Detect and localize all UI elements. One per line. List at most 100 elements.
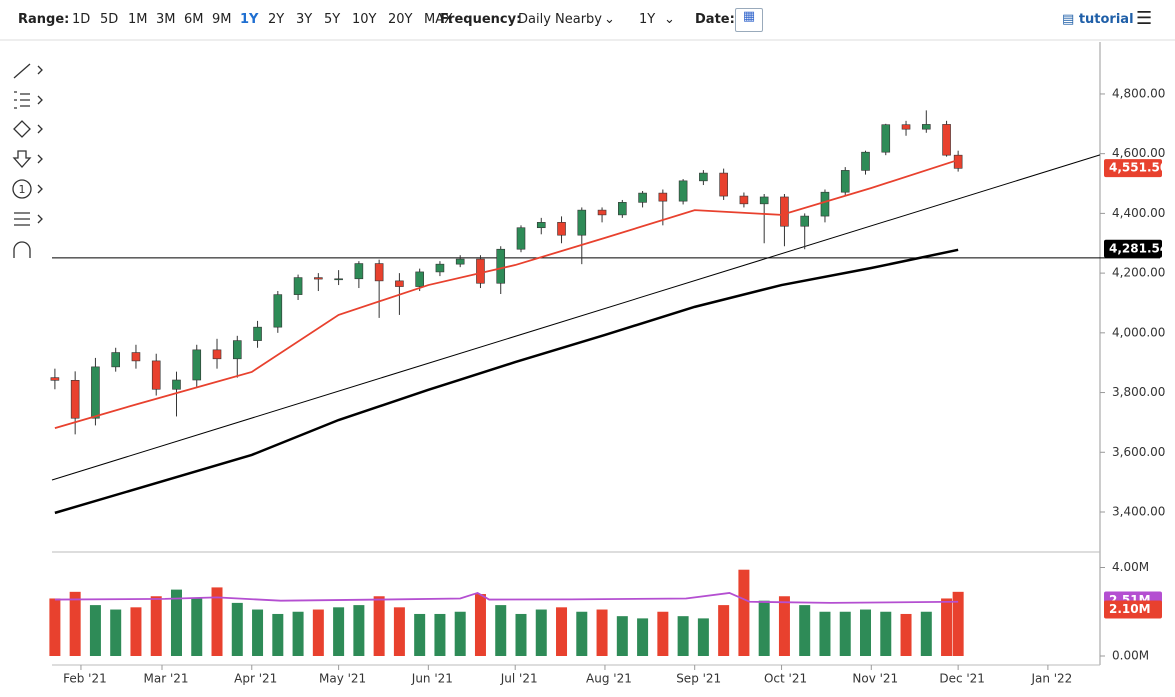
tool-arrow[interactable] — [12, 150, 43, 168]
candle-body — [921, 124, 931, 130]
tool-levels[interactable] — [14, 212, 43, 226]
x-tick-label: Feb '21 — [63, 672, 107, 686]
candle-body — [334, 278, 343, 281]
drawing-tools — [12, 63, 43, 258]
price-tag-label: 4,281.54 — [1109, 241, 1168, 255]
volume-bar — [252, 609, 264, 656]
tool-fib[interactable] — [14, 91, 43, 109]
tool-note-icon: 1 — [19, 183, 26, 196]
dropdown-caret[interactable]: ⌄ — [604, 12, 615, 27]
volume-bar — [110, 609, 122, 656]
candle-body — [354, 263, 364, 280]
range-option[interactable]: 20Y — [388, 12, 413, 27]
volume-bar — [69, 591, 81, 656]
volume-bar — [657, 611, 669, 656]
candle-body — [293, 277, 303, 295]
tutorial-link[interactable]: ▤ tutorial — [1062, 12, 1134, 27]
x-tick-label: Nov '21 — [852, 672, 898, 686]
range-option[interactable]: 6M — [184, 12, 204, 27]
candle-body — [942, 124, 951, 156]
volume-bar — [880, 611, 892, 656]
range-option[interactable]: 3Y — [296, 12, 313, 27]
volume-bar — [616, 616, 628, 656]
volume-bar — [272, 613, 284, 656]
range-option[interactable]: 10Y — [352, 12, 377, 27]
tool-magnet[interactable] — [13, 241, 31, 258]
candle-body — [861, 151, 870, 171]
volume-bar — [231, 602, 243, 656]
candle-body — [91, 366, 100, 419]
volume-bar — [150, 596, 162, 656]
price-tag — [1104, 600, 1162, 619]
menu-button[interactable]: ☰ — [1136, 8, 1153, 29]
range-option[interactable]: 1Y — [240, 12, 259, 27]
period[interactable]: 1Y — [639, 12, 656, 27]
candle-body — [455, 258, 465, 265]
y-tick-label: 3,800.00 — [1112, 385, 1165, 399]
volume-bar — [900, 613, 912, 656]
volume-bar — [718, 605, 730, 656]
volume-bar — [556, 607, 568, 656]
range-option[interactable]: MAX — [424, 12, 454, 27]
dropdown-caret[interactable]: ⌄ — [664, 12, 675, 27]
volume-bar — [474, 594, 486, 656]
candle-body — [151, 360, 161, 390]
volume-bar — [434, 613, 446, 656]
candle-body — [212, 349, 222, 360]
candle-body — [476, 258, 485, 284]
frequency-label: Frequency: — [440, 12, 522, 27]
volume-bar — [941, 598, 953, 656]
range-option[interactable]: 1M — [128, 12, 148, 27]
price-tag-label: 2.10M — [1109, 602, 1151, 616]
x-tick-label: Jun '21 — [411, 672, 453, 686]
candle-body — [395, 280, 404, 287]
x-tick-label: May '21 — [319, 672, 366, 686]
y-tick-label: 4,600.00 — [1112, 146, 1165, 160]
y-tick-label: 4.00M — [1112, 560, 1149, 574]
candle-body — [70, 380, 80, 419]
candle-body — [557, 222, 566, 236]
x-tick-label: Aug '21 — [586, 672, 632, 686]
candle-body — [678, 180, 688, 202]
x-tick-label: Oct '21 — [764, 672, 807, 686]
y-tick-label: 4,200.00 — [1112, 266, 1165, 280]
tool-shape[interactable] — [13, 120, 43, 138]
volume-bar — [49, 598, 61, 656]
range-option[interactable]: 1D — [72, 12, 91, 27]
candle-body — [881, 124, 891, 153]
candle-body — [314, 277, 323, 280]
volume-bar — [952, 591, 964, 656]
volume-bar — [839, 611, 851, 656]
candle-body — [536, 222, 546, 229]
y-tick-label: 3,400.00 — [1112, 504, 1165, 518]
volume-bar — [312, 609, 324, 656]
volume-bar — [495, 605, 507, 656]
volume-bar — [89, 605, 101, 656]
volume-bar — [535, 609, 547, 656]
moving-average — [54, 159, 959, 429]
range-option[interactable]: 3M — [156, 12, 176, 27]
range-option[interactable]: 5Y — [324, 12, 341, 27]
candle-body — [435, 263, 445, 273]
y-tick-label: 4,400.00 — [1112, 206, 1165, 220]
range-option[interactable]: 9M — [212, 12, 232, 27]
volume-bar — [191, 598, 203, 656]
volume-bar — [819, 611, 831, 656]
y-tick-label: 0.00M — [1112, 649, 1149, 663]
volume-bar — [596, 609, 608, 656]
frequency[interactable]: Daily Nearby — [518, 12, 603, 27]
tutorial-text: tutorial — [1078, 12, 1134, 27]
calendar-button[interactable]: ▦ — [735, 8, 763, 32]
candle-body — [496, 248, 506, 284]
volume-bar — [677, 616, 689, 656]
range-option[interactable]: 5D — [100, 12, 119, 27]
y-tick-label: 4,800.00 — [1112, 86, 1165, 100]
tool-note[interactable] — [12, 179, 32, 199]
candle-body — [638, 192, 647, 203]
y-tick-label: 3,600.00 — [1112, 445, 1165, 459]
range-option[interactable]: 2Y — [268, 12, 285, 27]
date-label: Date: — [695, 12, 735, 27]
tool-line[interactable] — [13, 63, 43, 79]
